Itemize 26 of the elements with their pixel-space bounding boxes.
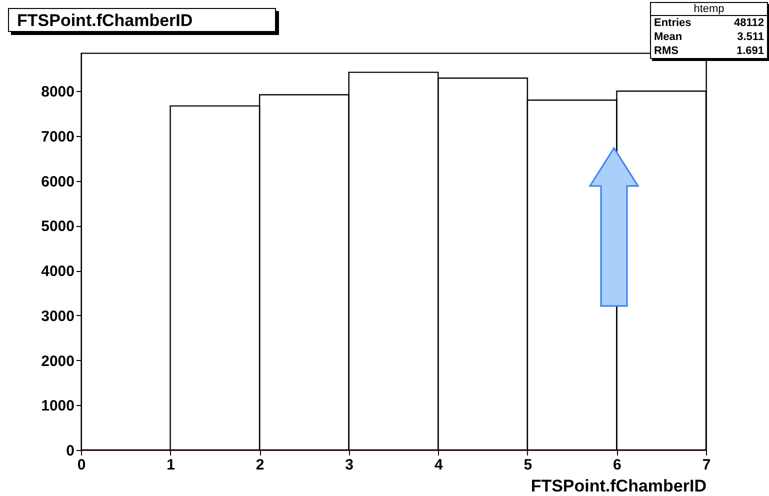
x-tick-label: 2 [256, 456, 264, 474]
text: 48112 [734, 16, 764, 30]
text: 1.691 [736, 44, 764, 58]
x-tick-label: 4 [434, 456, 444, 474]
x-tick-label: 6 [613, 456, 622, 474]
text: htemp [651, 3, 767, 16]
x-axis-title: FTSPoint.fChamberID [530, 476, 706, 496]
annotation: RMS [654, 44, 678, 58]
y-tick-label: 1000 [41, 398, 74, 415]
x-tick-label: 1 [166, 456, 175, 474]
x-tick-label: 3 [345, 456, 354, 474]
x-tick-label: 0 [77, 456, 86, 474]
y-tick-label: 7000 [41, 128, 74, 146]
x-tick-label: 5 [524, 456, 532, 474]
text: Entries [654, 16, 692, 30]
y-tick-label: 3000 [41, 308, 74, 325]
text: Mean [654, 30, 682, 44]
y-tick-label: 5000 [41, 218, 74, 236]
y-tick-label: 2000 [41, 352, 74, 370]
y-tick-label: 4000 [41, 263, 74, 280]
x-tick-label: 7 [702, 456, 711, 474]
text: 3.511 [737, 30, 764, 44]
y-tick-label: 6000 [41, 173, 74, 190]
y-tick-label: 0 [66, 442, 74, 460]
chart-title: FTSPoint.fChamberID [8, 8, 276, 32]
y-tick-label: 8000 [41, 84, 74, 101]
